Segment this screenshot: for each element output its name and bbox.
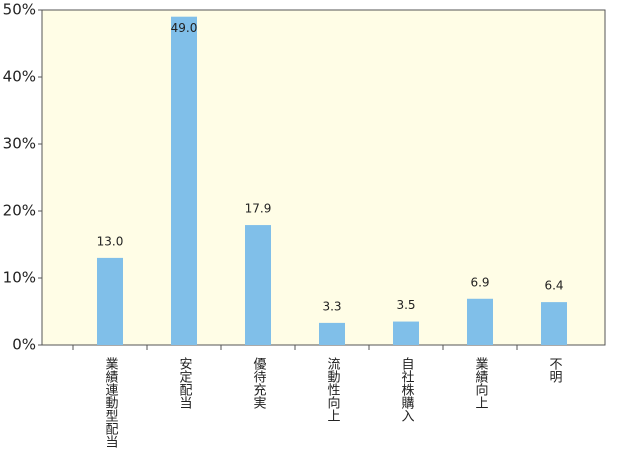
bar (97, 257, 123, 345)
x-tick-label: 業績連動型配当 (103, 356, 119, 448)
value-label: 17.9 (245, 202, 272, 216)
y-tick-label: 30% (3, 135, 36, 153)
value-label: 13.0 (97, 234, 124, 248)
bar (245, 225, 271, 345)
x-tick-label: 不明 (547, 357, 563, 384)
value-label: 3.5 (396, 298, 415, 312)
bar (171, 16, 197, 345)
value-label: 6.4 (544, 279, 563, 293)
plot-area (41, 9, 606, 346)
y-tick-label: 20% (3, 202, 36, 220)
y-tick-label: 40% (3, 68, 36, 86)
x-tick-label: 流動性向上 (325, 357, 341, 422)
value-label: 3.3 (322, 299, 341, 313)
x-tick-label: 自社株購入 (399, 357, 415, 422)
bar (393, 321, 419, 345)
bar (319, 322, 345, 345)
x-tick-label: 安定配当 (177, 357, 193, 409)
value-label: 49.0 (171, 21, 198, 35)
y-tick-label: 10% (3, 269, 36, 287)
x-tick-label: 優待充実 (251, 357, 267, 409)
y-tick-label: 50% (3, 1, 36, 19)
y-tick-label: 0% (12, 336, 36, 354)
bar (467, 298, 493, 345)
x-tick-label: 業績向上 (473, 356, 489, 409)
bar (541, 302, 567, 345)
value-label: 6.9 (470, 275, 489, 289)
